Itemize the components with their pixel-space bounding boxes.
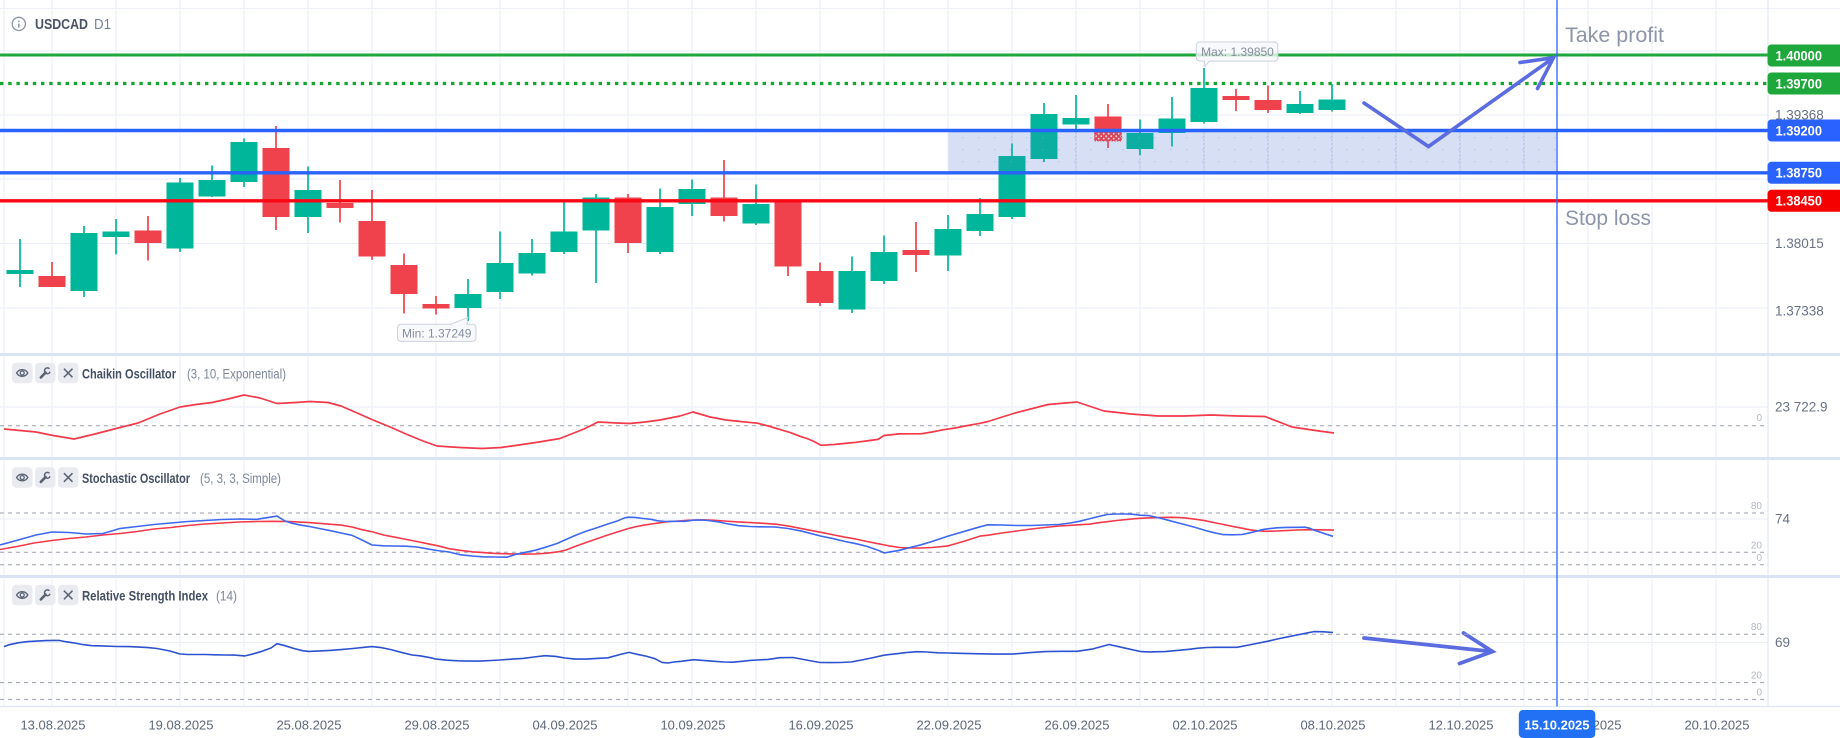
svg-text:0: 0	[1756, 688, 1762, 699]
svg-text:1.38750: 1.38750	[1776, 166, 1823, 181]
svg-text:25.08.2025: 25.08.2025	[276, 718, 341, 733]
svg-text:12.10.2025: 12.10.2025	[1428, 718, 1493, 733]
svg-text:1.39700: 1.39700	[1776, 76, 1823, 91]
svg-text:13.08.2025: 13.08.2025	[20, 718, 85, 733]
svg-text:Max: 1.39850: Max: 1.39850	[1201, 45, 1274, 59]
svg-text:(5, 3, 3, Simple): (5, 3, 3, Simple)	[200, 471, 281, 486]
svg-text:(14): (14)	[216, 588, 237, 603]
svg-text:22.09.2025: 22.09.2025	[916, 718, 981, 733]
svg-text:80: 80	[1751, 622, 1763, 633]
svg-text:1.39368: 1.39368	[1775, 108, 1824, 123]
svg-text:1.38015: 1.38015	[1775, 236, 1824, 251]
svg-text:Take profit: Take profit	[1565, 23, 1664, 47]
svg-text:1.38450: 1.38450	[1776, 194, 1823, 209]
svg-text:19.08.2025: 19.08.2025	[148, 718, 213, 733]
svg-text:04.09.2025: 04.09.2025	[532, 718, 597, 733]
svg-text:0: 0	[1756, 413, 1762, 424]
svg-text:1.39200: 1.39200	[1776, 123, 1823, 138]
svg-text:74: 74	[1775, 512, 1791, 527]
svg-text:Stop loss: Stop loss	[1565, 206, 1651, 230]
svg-text:08.10.2025: 08.10.2025	[1300, 718, 1365, 733]
svg-text:02.10.2025: 02.10.2025	[1172, 718, 1237, 733]
svg-text:USDCAD: USDCAD	[35, 17, 88, 33]
svg-text:20.10.2025: 20.10.2025	[1684, 718, 1749, 733]
svg-text:15.10.2025: 15.10.2025	[1524, 718, 1589, 733]
svg-text:Stochastic Oscillator: Stochastic Oscillator	[82, 470, 190, 486]
svg-text:0: 0	[1756, 553, 1762, 564]
svg-text:(3, 10, Exponential): (3, 10, Exponential)	[187, 366, 286, 381]
svg-text:Chaikin Oscillator: Chaikin Oscillator	[82, 365, 176, 381]
svg-text:20: 20	[1751, 671, 1763, 682]
svg-text:20: 20	[1751, 540, 1763, 551]
svg-text:1.37338: 1.37338	[1775, 304, 1824, 319]
svg-text:16.09.2025: 16.09.2025	[788, 718, 853, 733]
svg-text:Min: 1.37249: Min: 1.37249	[402, 326, 472, 340]
svg-text:D1: D1	[94, 17, 111, 33]
svg-text:29.08.2025: 29.08.2025	[404, 718, 469, 733]
svg-text:1.40000: 1.40000	[1776, 48, 1823, 63]
svg-text:23 722.9: 23 722.9	[1775, 400, 1828, 415]
svg-text:80: 80	[1751, 501, 1763, 512]
svg-text:10.09.2025: 10.09.2025	[660, 718, 725, 733]
svg-text:69: 69	[1775, 635, 1790, 650]
svg-text:26.09.2025: 26.09.2025	[1044, 718, 1109, 733]
svg-text:Relative Strength Index: Relative Strength Index	[82, 587, 208, 603]
